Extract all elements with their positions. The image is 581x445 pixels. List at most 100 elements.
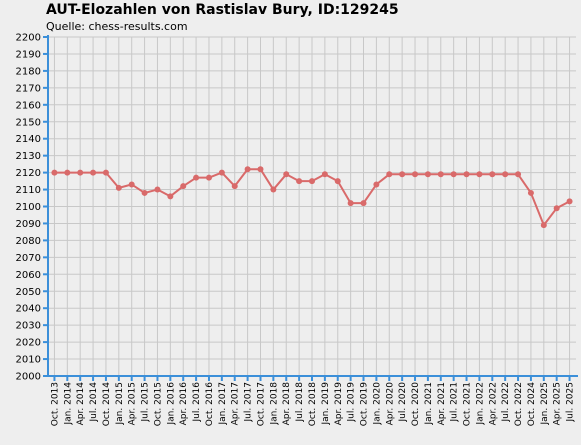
data-point [77,169,84,176]
x-tick-label: Jul. 2016 [192,382,202,423]
data-point [540,222,547,229]
x-tick-label: Oct. 2017 [256,382,266,426]
data-point [450,171,457,178]
y-tick-label: 2100 [16,202,41,213]
x-tick-label: Oct. 2024 [527,382,537,426]
y-tick-label: 2140 [16,134,41,145]
x-tick-label: Jul. 2025 [566,382,576,423]
data-point [270,186,277,193]
x-tick-label: Jan. 2016 [166,382,176,426]
y-tick-label: 2050 [16,287,41,298]
axes: 2000 2010 2020 2030 2040 2050 2060 2070 2080 2090… [16,33,578,426]
data-point [51,169,58,176]
data-point [257,166,264,173]
data-point [437,171,444,178]
data-point [463,171,470,178]
x-tick-label: Oct. 2015 [153,382,163,426]
y-tick-label: 2020 [16,338,41,349]
y-tick-label: 2150 [16,117,41,128]
y-tick-label: 2010 [16,355,41,366]
data-point [115,184,122,191]
data-point [527,189,534,196]
series-elo [51,166,573,229]
x-tick-label: Apr. 2015 [128,382,138,425]
data-point [64,169,71,176]
data-point [334,178,341,185]
x-tick-label: Jan. 2018 [269,382,279,426]
grid [48,36,576,377]
data-point [231,183,238,190]
y-tick-label: 2060 [16,270,41,281]
y-tick-label: 2170 [16,83,41,94]
y-tick-label: 2000 [16,372,41,383]
y-tick-label: 2160 [16,100,41,111]
x-tick-label: Jul. 2021 [450,382,460,423]
data-point [553,205,560,212]
data-point [218,169,225,176]
data-point [102,169,109,176]
data-point [321,171,328,178]
x-tick-label: Apr. 2017 [231,382,241,425]
y-tick-label: 2200 [16,33,41,44]
x-tick-label: Jul. 2014 [89,382,99,423]
x-tick-label: Jan. 2019 [321,382,331,426]
x-tick-label: Oct. 2013 [50,382,60,426]
data-point [180,183,187,190]
x-tick-label: Oct. 2020 [411,382,421,426]
x-tick-label: Apr. 2016 [179,382,189,426]
data-point [502,171,509,178]
data-point [360,200,367,207]
y-tick-label: 2180 [16,66,41,77]
y-tick-label: 2040 [16,304,41,315]
y-tick-label: 2190 [16,49,41,60]
x-tick-label: Jan. 2022 [475,382,485,426]
data-point [128,181,135,188]
x-tick-label: Jan. 2021 [424,382,434,426]
x-tick-label: Oct. 2014 [102,382,112,426]
x-tick-label: Oct. 2018 [308,382,318,426]
data-point [566,198,573,205]
chart-source: Quelle: chess-results.com [46,20,188,33]
data-point [296,178,303,185]
data-point [205,174,212,181]
x-tick-label: Jul. 2022 [501,382,511,423]
data-point [283,171,290,178]
data-point [386,171,393,178]
x-tick-label: Jul. 2017 [244,382,254,423]
x-tick-label: Jul. 2020 [398,382,408,423]
x-tick-label: Jan. 2015 [115,382,125,426]
y-tick-label: 2070 [16,253,41,264]
data-point [489,171,496,178]
x-tick-label: Apr. 2019 [334,382,344,426]
x-tick-label: Apr. 2021 [437,382,447,425]
x-tick-label: Jul. 2019 [347,382,357,423]
data-point [476,171,483,178]
x-tick-label: Jan. 2025 [540,382,550,426]
y-tick-label: 2110 [16,185,41,196]
data-point [154,186,161,193]
y-tick-label: 2120 [16,168,41,179]
data-point [424,171,431,178]
x-tick-label: Oct. 2016 [205,382,215,426]
data-point [399,171,406,178]
data-point [515,171,522,178]
y-tick-label: 2030 [16,321,41,332]
data-point [90,169,97,176]
data-point [167,193,174,200]
x-tick-label: Apr. 2025 [553,382,563,425]
x-tick-label: Oct. 2021 [463,382,473,426]
x-tick-label: Oct. 2022 [514,382,524,426]
x-tick-label: Oct. 2019 [360,382,370,426]
data-point [412,171,419,178]
x-tick-label: Jul. 2015 [141,382,151,423]
x-tick-label: Apr. 2022 [488,382,498,425]
data-point [373,181,380,188]
data-point [347,200,354,207]
y-tick-label: 2130 [16,151,41,162]
y-tick-label: 2090 [16,219,41,230]
data-point [244,166,251,173]
x-tick-label: Apr. 2020 [385,382,395,426]
x-tick-label: Jan. 2017 [218,382,228,426]
x-tick-label: Apr. 2014 [76,382,86,426]
